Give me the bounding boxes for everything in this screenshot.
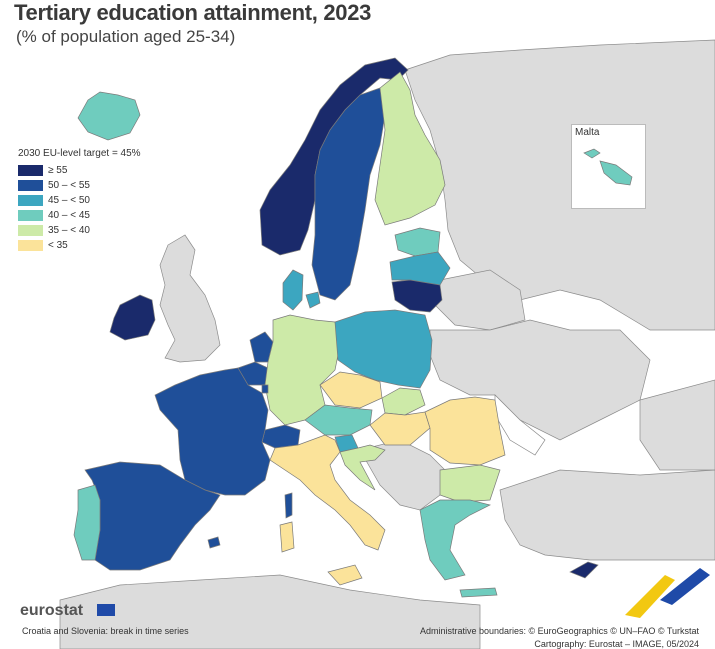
legend-label: < 35 [48, 240, 68, 251]
poland [334, 309, 433, 389]
eu-flag-icon [97, 604, 115, 616]
hungary [369, 411, 431, 446]
czechia [319, 371, 383, 409]
footnote: Croatia and Slovenia: break in time seri… [22, 626, 189, 636]
france [154, 367, 271, 496]
sicily [327, 564, 363, 586]
caucasus [639, 379, 715, 471]
malta-island [599, 160, 633, 186]
eurostat-mark [625, 575, 675, 618]
legend-label: ≥ 55 [48, 165, 68, 176]
finland [374, 71, 446, 226]
legend-label: 40 – < 45 [48, 210, 90, 221]
malta-gozo [583, 148, 601, 159]
turkey [499, 469, 715, 561]
sardinia [279, 521, 295, 553]
legend-swatch [18, 195, 43, 206]
uk [159, 234, 221, 363]
legend-item: 50 – < 55 [18, 178, 141, 193]
romania [424, 396, 506, 466]
croatia [339, 444, 386, 491]
portugal [73, 484, 101, 561]
legend-swatch [18, 180, 43, 191]
cyprus [569, 561, 599, 579]
legend-label: 35 – < 40 [48, 225, 90, 236]
page-title: Tertiary education attainment, 2023 [14, 0, 372, 25]
denmark [282, 269, 304, 311]
malta-inset-label: Malta [575, 127, 600, 138]
slovakia [381, 387, 426, 416]
eurostat-logo: eurostat [20, 602, 84, 619]
eurostat-mark-blue [660, 568, 710, 605]
austria [304, 404, 373, 436]
ireland [109, 294, 156, 341]
north-africa [59, 574, 481, 649]
bulgaria [439, 464, 501, 503]
legend-item: 45 – < 50 [18, 193, 141, 208]
greece [419, 499, 492, 581]
page-subtitle: (% of population aged 25-34) [16, 27, 236, 46]
legend-item: 35 – < 40 [18, 223, 141, 238]
luxembourg [261, 384, 269, 394]
switzerland [261, 424, 301, 449]
credit-boundaries: Administrative boundaries: © EuroGeograp… [419, 626, 699, 636]
crete [459, 587, 498, 598]
legend-swatch [18, 225, 43, 236]
corsica [284, 492, 293, 519]
legend-label: 50 – < 55 [48, 180, 90, 191]
legend-item: ≥ 55 [18, 163, 141, 178]
sweden [311, 87, 386, 301]
legend-item: 40 – < 45 [18, 208, 141, 223]
denmark-zealand [305, 291, 321, 309]
latvia [389, 251, 451, 286]
ukraine [429, 319, 651, 441]
belarus [434, 269, 526, 331]
legend-title: 2030 EU-level target = 45% [18, 148, 141, 159]
legend-swatch [18, 240, 43, 251]
norway [259, 57, 409, 256]
balearic [207, 536, 221, 549]
italy [269, 434, 386, 551]
malta-map [583, 148, 633, 186]
iceland [77, 91, 141, 141]
lithuania [391, 279, 443, 313]
legend-label: 45 – < 50 [48, 195, 90, 206]
legend: 2030 EU-level target = 45% ≥ 55 50 – < 5… [18, 148, 141, 253]
legend-item: < 35 [18, 238, 141, 253]
malta-inset: Malta [571, 124, 646, 209]
legend-swatch [18, 165, 43, 176]
legend-swatch [18, 210, 43, 221]
credit-cartography: Cartography: Eurostat – IMAGE, 05/2024 [534, 639, 699, 649]
estonia [394, 227, 441, 257]
